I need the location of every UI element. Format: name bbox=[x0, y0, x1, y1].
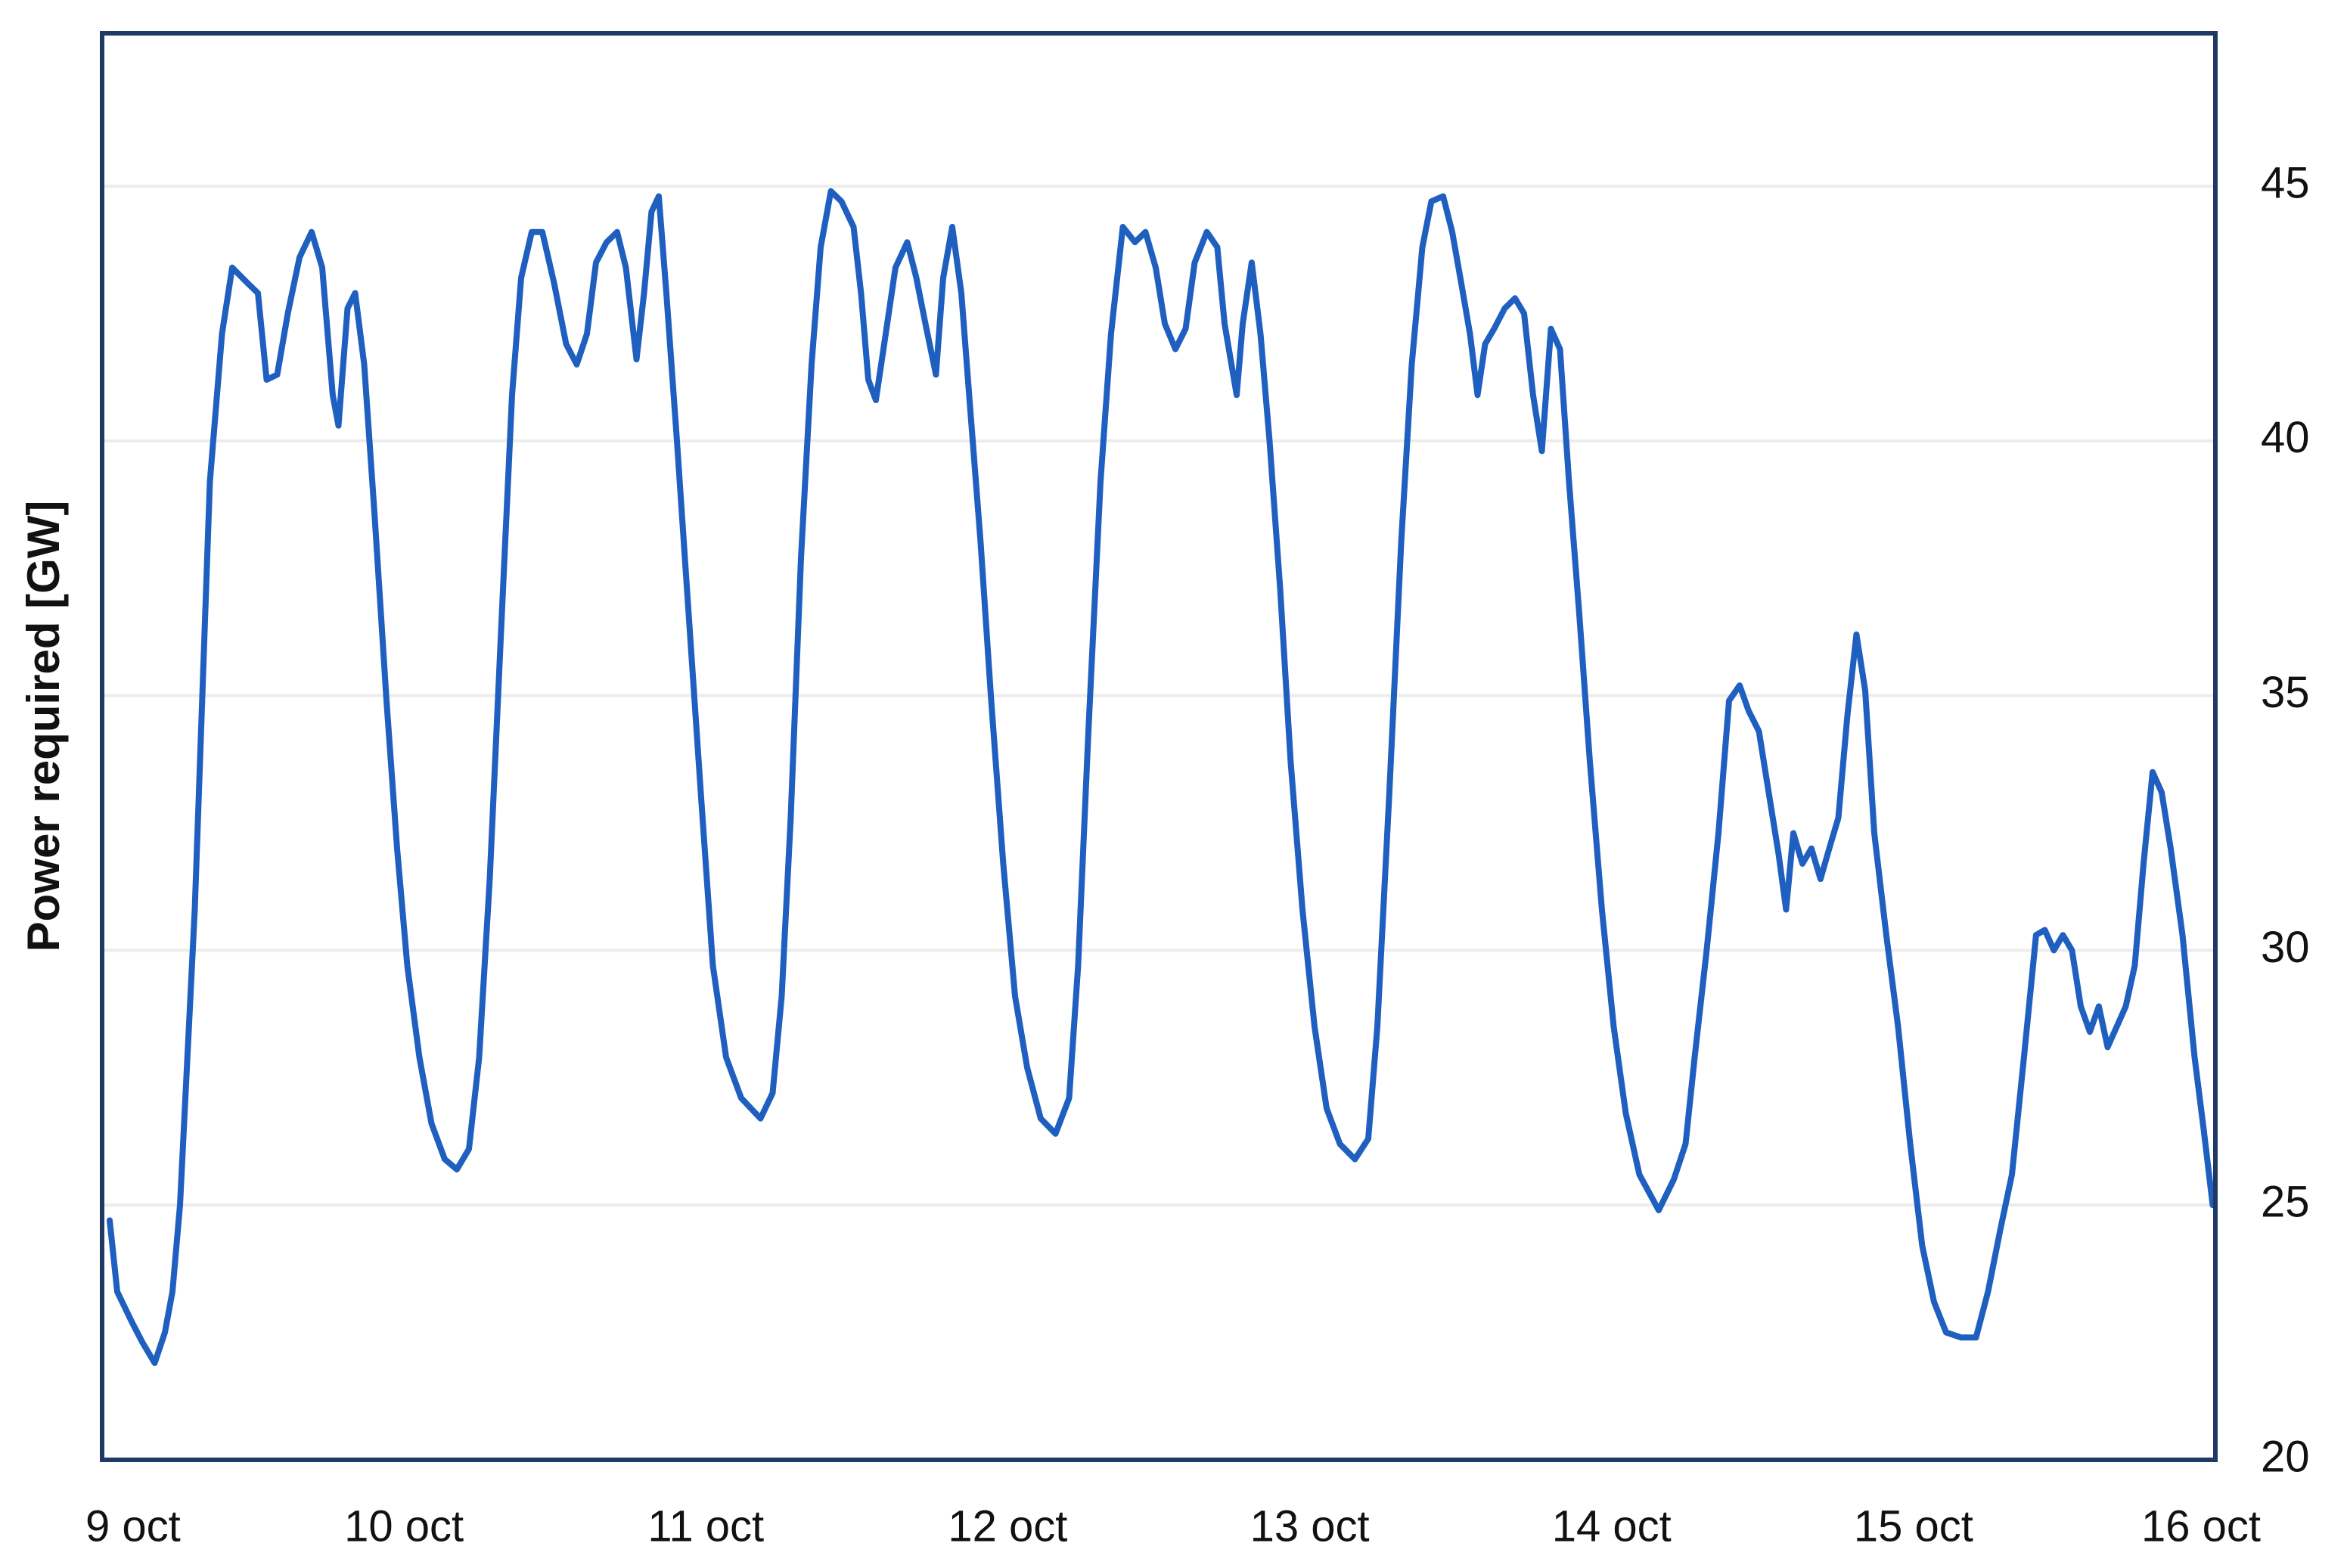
x-tick-label: 10 oct bbox=[344, 1501, 464, 1551]
x-tick-label: 15 oct bbox=[1854, 1501, 1973, 1551]
y-tick-label: 20 bbox=[2261, 1432, 2310, 1481]
x-tick-label: 11 oct bbox=[647, 1501, 764, 1551]
y-tick-label: 35 bbox=[2261, 668, 2310, 717]
y-tick-label: 40 bbox=[2261, 413, 2310, 462]
plot-frame bbox=[100, 31, 2218, 1462]
data-line bbox=[107, 188, 2216, 1366]
y-tick-label: 30 bbox=[2261, 923, 2310, 972]
y-axis-label: Power required [GW] bbox=[18, 501, 69, 952]
y-tick-label: 45 bbox=[2261, 158, 2310, 207]
x-tick-label: 16 oct bbox=[2141, 1501, 2261, 1551]
x-tick-label: 13 oct bbox=[1250, 1501, 1370, 1551]
y-tick-label: 25 bbox=[2261, 1178, 2310, 1227]
x-tick-label: 12 oct bbox=[948, 1501, 1067, 1551]
x-tick-label: 14 oct bbox=[1552, 1501, 1672, 1551]
x-tick-label: 9 oct bbox=[85, 1501, 181, 1551]
